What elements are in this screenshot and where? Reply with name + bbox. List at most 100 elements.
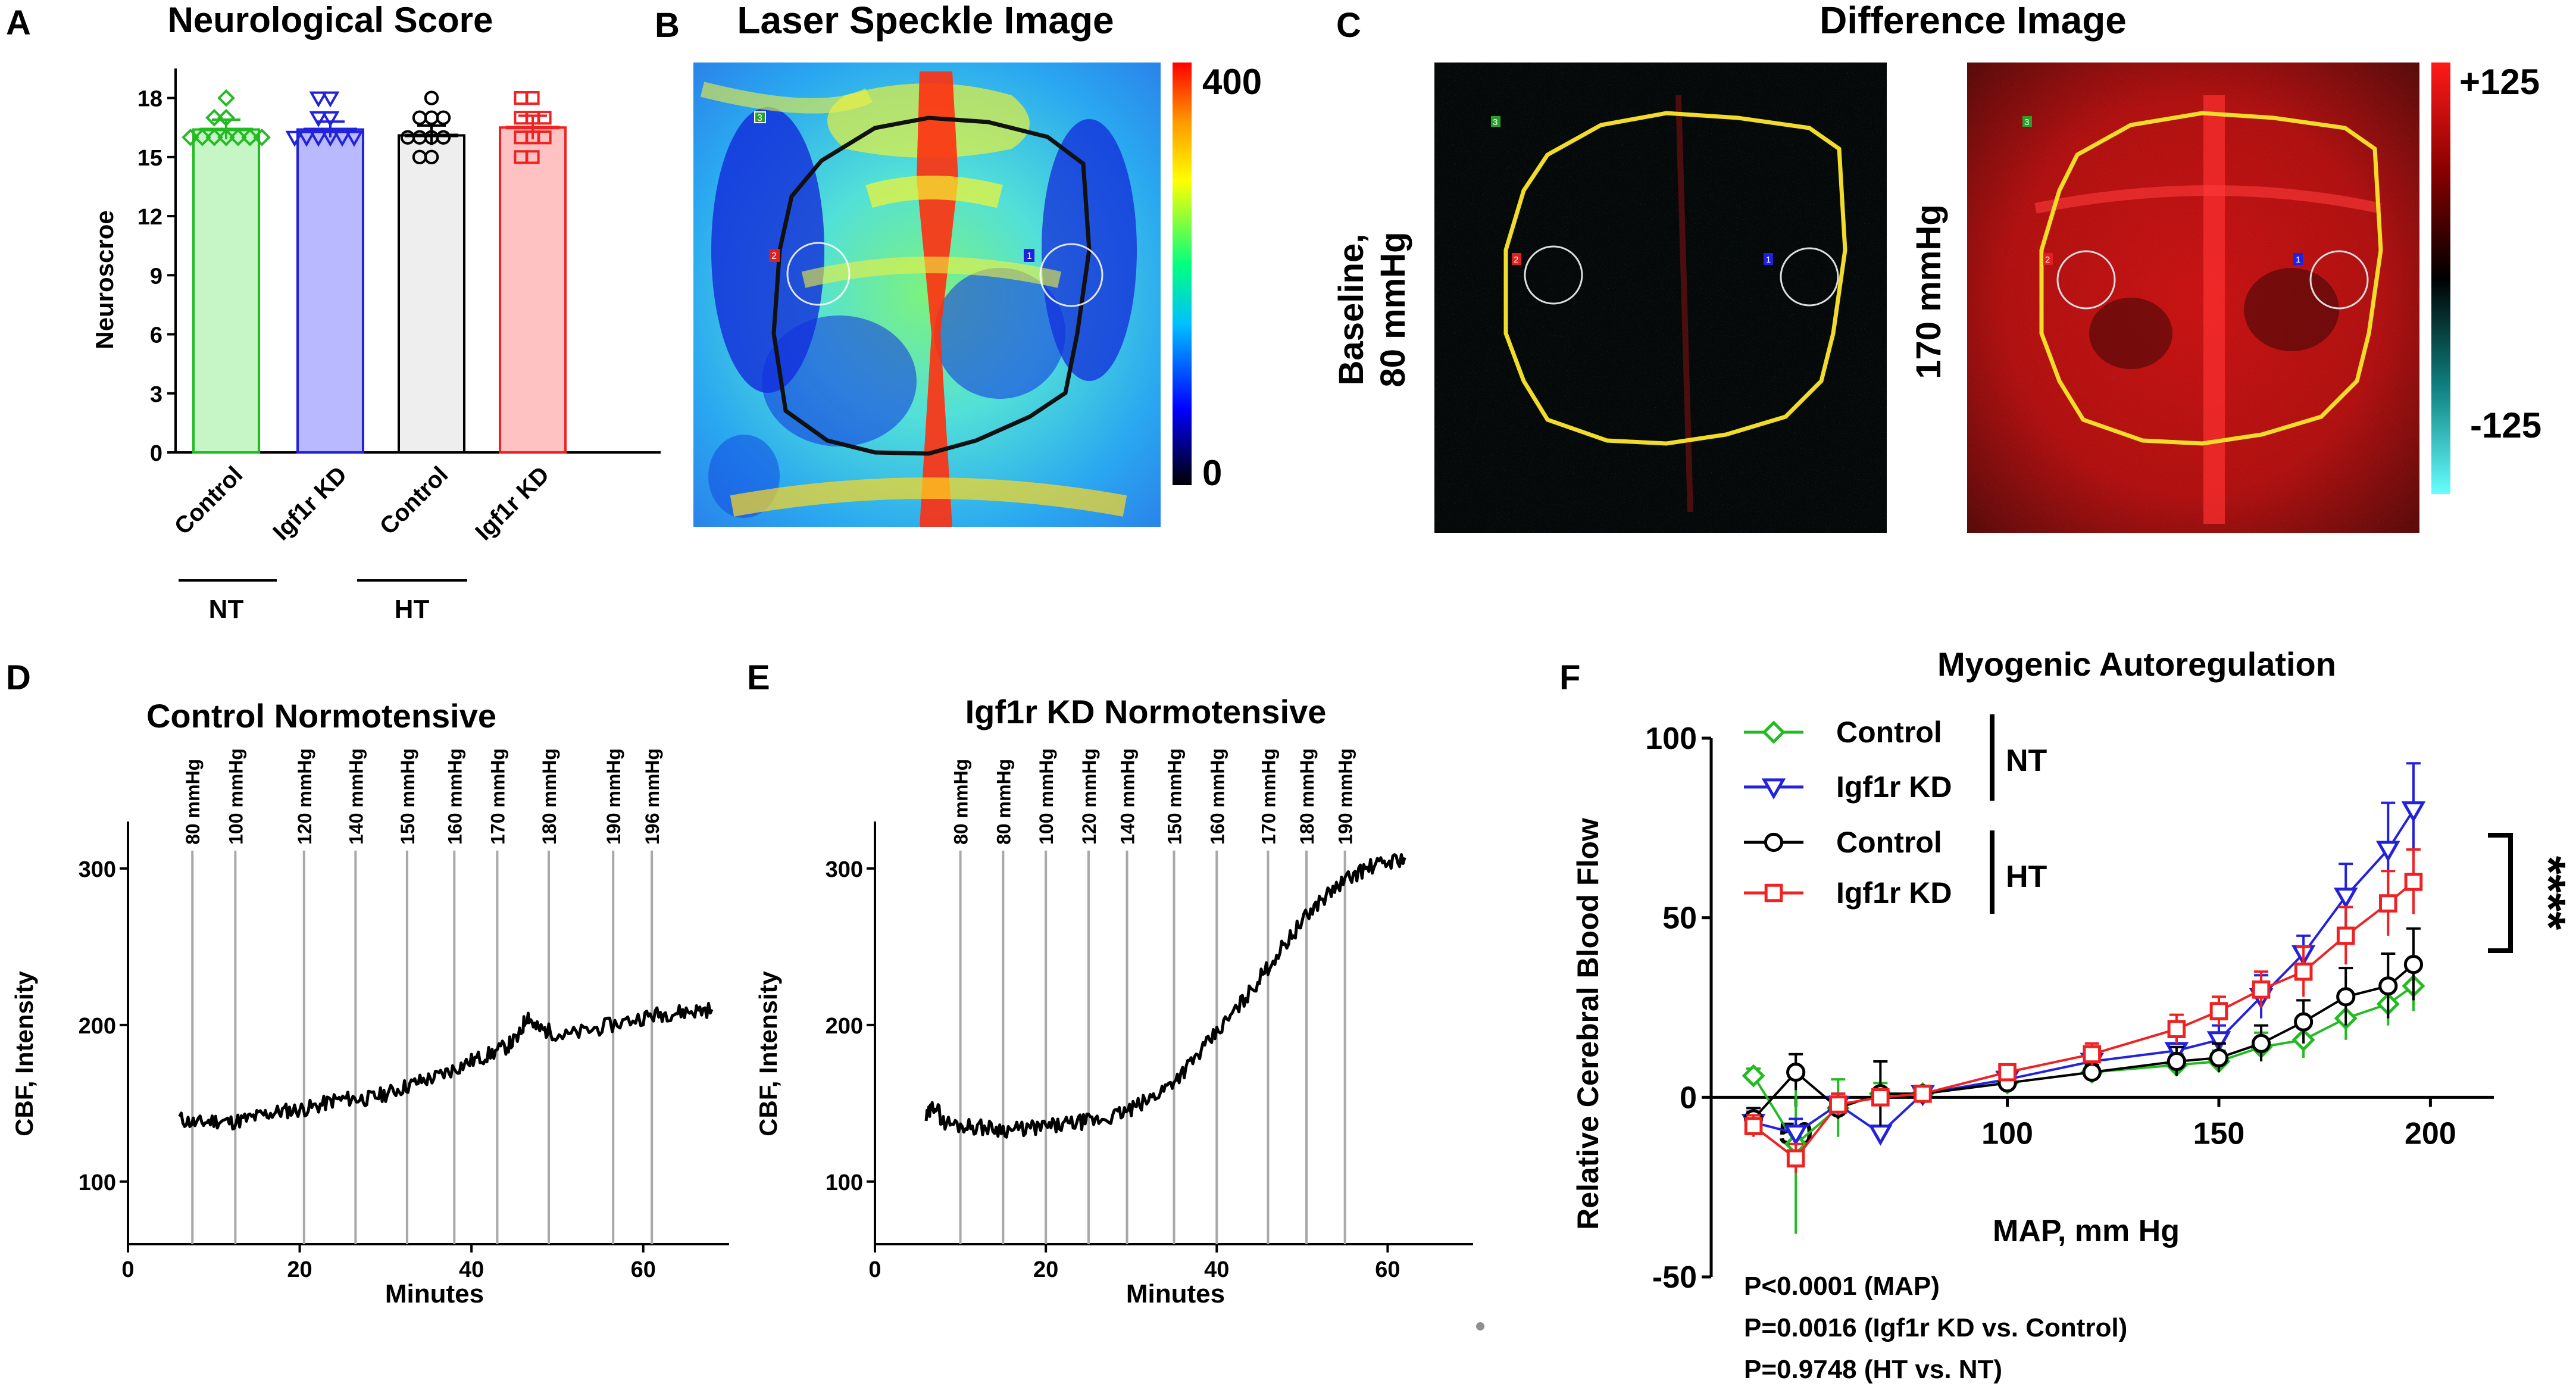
chart-a-ylabel: Neuroscroe bbox=[90, 210, 118, 349]
chart-a-point bbox=[217, 108, 235, 127]
chart-f-ytick-label: 0 bbox=[1680, 1080, 1697, 1115]
difference-170-roi-marker-2 bbox=[2043, 253, 2053, 265]
chart-f-point bbox=[1914, 1085, 1932, 1103]
chart-a-title: Neurological Score bbox=[168, 0, 493, 40]
chart-f-legend-label: Igf1r KD bbox=[1836, 876, 1952, 910]
difference-170-roi-label-1: 1 bbox=[2296, 255, 2300, 265]
chart-f-legend-label: Control bbox=[1836, 826, 1942, 859]
chart-a-point bbox=[321, 111, 340, 127]
chart-e: 100 200 300 0 20 40 60 80 mmHg 80 mmHg 100 mmHg 12… bbox=[826, 748, 1473, 1282]
chart-a-ytick-label: 0 bbox=[150, 441, 162, 466]
chart-f-point bbox=[1868, 1125, 1893, 1146]
difference-baseline-roi-right bbox=[1780, 247, 1839, 307]
significance-stars: **** bbox=[2522, 856, 2575, 930]
chart-a-point bbox=[253, 128, 271, 146]
difference-170-roi-marker-1 bbox=[2293, 253, 2303, 265]
chart-a-point bbox=[537, 111, 552, 125]
difference-baseline-outline bbox=[1503, 111, 1847, 446]
chart-d-xlabel: Minutes bbox=[385, 1279, 484, 1308]
d-chart-xtick-label: 60 bbox=[631, 1257, 656, 1282]
chart-f-point bbox=[2375, 841, 2400, 863]
d-chart-ytick-label: 300 bbox=[79, 857, 116, 882]
chart-f-legend: Control Igf1r KD Control Igf1r KD bbox=[1744, 716, 1952, 910]
panel-letter-e: E bbox=[747, 658, 770, 697]
chart-f: -5005010050100150200 bbox=[1645, 722, 2494, 1295]
laser-colorbar-min: 0 bbox=[1202, 453, 1222, 493]
e-chart-xtick-label: 40 bbox=[1204, 1257, 1229, 1282]
e-chart-xtick-label: 60 bbox=[1375, 1257, 1400, 1282]
f-legend-group-nt: NT bbox=[2006, 744, 2047, 778]
chart-f-point bbox=[2251, 1033, 2271, 1053]
chart-f-point bbox=[2336, 926, 2355, 945]
difference-title: Difference Image bbox=[1820, 0, 2127, 42]
chart-a-bar bbox=[398, 134, 465, 454]
d-chart-xtick-label: 0 bbox=[121, 1257, 134, 1282]
panel-d: Control Normotensive CBF, Intensity Minu… bbox=[10, 697, 729, 1308]
difference-left-label-line2: 80 mmHg bbox=[1374, 232, 1412, 387]
chart-a-point bbox=[193, 128, 211, 146]
difference-baseline-roi-left bbox=[1524, 245, 1583, 305]
significance-bracket bbox=[2488, 833, 2513, 953]
difference-left-label-line1: Baseline, bbox=[1332, 234, 1371, 386]
difference-colorbar-min: -125 bbox=[2470, 405, 2541, 445]
laser-roi-label-2: 2 bbox=[771, 251, 777, 261]
chart-f-legend-marker bbox=[1764, 832, 1784, 852]
e-chart-pressure-label: 80 mmHg bbox=[951, 759, 972, 845]
d-chart-ytick-label: 200 bbox=[79, 1014, 116, 1039]
chart-a-category-label: Igf1r KD bbox=[470, 461, 554, 545]
chart-a-point bbox=[424, 90, 439, 105]
e-chart-pressure-label: 140 mmHg bbox=[1117, 748, 1139, 845]
laser-roi-marker-3 bbox=[754, 111, 766, 123]
panel-letter-a: A bbox=[6, 4, 31, 42]
laser-speckle-vessels bbox=[700, 71, 1137, 527]
chart-f-point bbox=[1998, 1063, 2017, 1082]
panel-e: Igf1r KD Normotensive CBF, Intensity Min… bbox=[754, 693, 1484, 1330]
chart-f-legend-label: Control bbox=[1836, 716, 1942, 749]
chart-d-title: Control Normotensive bbox=[146, 697, 496, 735]
chart-a-point bbox=[217, 128, 235, 146]
group-label-nt: NT bbox=[209, 595, 244, 624]
chart-a-point bbox=[400, 130, 415, 145]
difference-baseline-roi-marker-2 bbox=[1512, 253, 1521, 265]
e-chart-ytick-label: 100 bbox=[826, 1170, 863, 1195]
chart-d-ylabel: CBF, Intensity bbox=[10, 971, 38, 1136]
e-chart-pressure-label: 180 mmHg bbox=[1296, 748, 1318, 845]
chart-a-point bbox=[514, 150, 528, 164]
d-chart-trace bbox=[178, 1002, 714, 1130]
d-chart-pressure-label: 140 mmHg bbox=[345, 748, 367, 845]
chart-f-legend-label: Igf1r KD bbox=[1836, 770, 1952, 804]
chart-e-xlabel: Minutes bbox=[1126, 1279, 1225, 1308]
chart-f-point bbox=[2252, 980, 2271, 999]
chart-f-point bbox=[2401, 801, 2426, 823]
chart-a-point bbox=[412, 149, 427, 165]
chart-a-ytick-label: 15 bbox=[137, 146, 162, 171]
chart-a-point bbox=[436, 130, 451, 145]
d-chart-pressure-label: 120 mmHg bbox=[294, 748, 315, 845]
chart-f-point bbox=[1871, 1088, 1890, 1107]
chart-a-category-label: Control bbox=[170, 461, 248, 540]
chart-f-point bbox=[2294, 962, 2313, 981]
chart-f-point bbox=[2403, 955, 2424, 975]
group-label-ht: HT bbox=[395, 595, 430, 624]
difference-colorbar-max: +125 bbox=[2459, 62, 2540, 102]
laser-colorbar-max: 400 bbox=[1202, 62, 1262, 102]
chart-f-ytick-label: 50 bbox=[1662, 901, 1697, 936]
laser-roi-right bbox=[1039, 243, 1103, 307]
e-chart-pressure-label: 190 mmHg bbox=[1335, 748, 1356, 845]
chart-f-point bbox=[1742, 1064, 1765, 1088]
laser-colorbar bbox=[1173, 63, 1192, 485]
chart-a-point bbox=[514, 111, 528, 125]
d-chart-pressure-label: 170 mmHg bbox=[487, 748, 508, 845]
laser-roi-label-3: 3 bbox=[757, 113, 762, 123]
chart-a-point bbox=[514, 130, 528, 145]
chart-a-point bbox=[333, 130, 352, 147]
chart-a-point bbox=[526, 91, 540, 105]
chart-f-ylabel: Relative Cerebral Blood Flow bbox=[1571, 818, 1605, 1230]
panel-letter-d: D bbox=[6, 658, 31, 697]
panel-c: Difference Image Baseline, 80 mmHg 3 2 1… bbox=[1332, 0, 2541, 533]
chart-f-point bbox=[2209, 1048, 2229, 1068]
d-chart-pressure-label: 190 mmHg bbox=[603, 748, 624, 845]
chart-a-point bbox=[297, 130, 316, 147]
difference-170-roi-right bbox=[2309, 250, 2369, 310]
